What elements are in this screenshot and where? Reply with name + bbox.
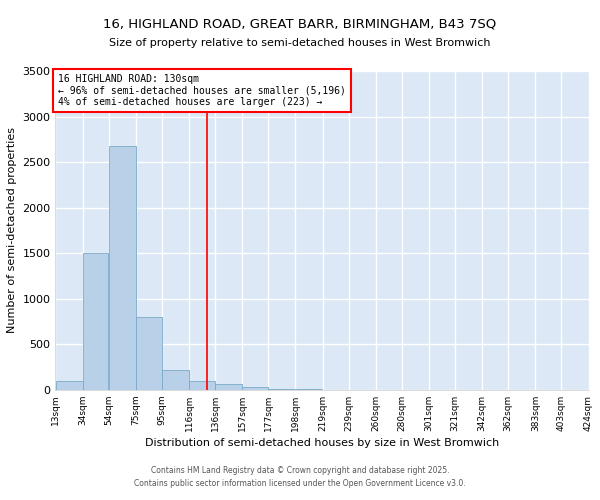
Bar [162, 370, 189, 390]
Text: Contains HM Land Registry data © Crown copyright and database right 2025.
Contai: Contains HM Land Registry data © Crown c… [134, 466, 466, 487]
Y-axis label: Number of semi-detached properties: Number of semi-detached properties [7, 128, 17, 334]
Bar [242, 386, 268, 390]
Bar [215, 384, 242, 390]
Text: 16, HIGHLAND ROAD, GREAT BARR, BIRMINGHAM, B43 7SQ: 16, HIGHLAND ROAD, GREAT BARR, BIRMINGHA… [103, 18, 497, 30]
Bar [268, 389, 295, 390]
Bar [189, 381, 215, 390]
Text: 16 HIGHLAND ROAD: 130sqm
← 96% of semi-detached houses are smaller (5,196)
4% of: 16 HIGHLAND ROAD: 130sqm ← 96% of semi-d… [58, 74, 346, 107]
Bar [83, 253, 109, 390]
Text: Size of property relative to semi-detached houses in West Bromwich: Size of property relative to semi-detach… [109, 38, 491, 48]
Bar [136, 317, 161, 390]
X-axis label: Distribution of semi-detached houses by size in West Bromwich: Distribution of semi-detached houses by … [145, 438, 499, 448]
Bar [109, 146, 136, 390]
Bar [56, 381, 83, 390]
